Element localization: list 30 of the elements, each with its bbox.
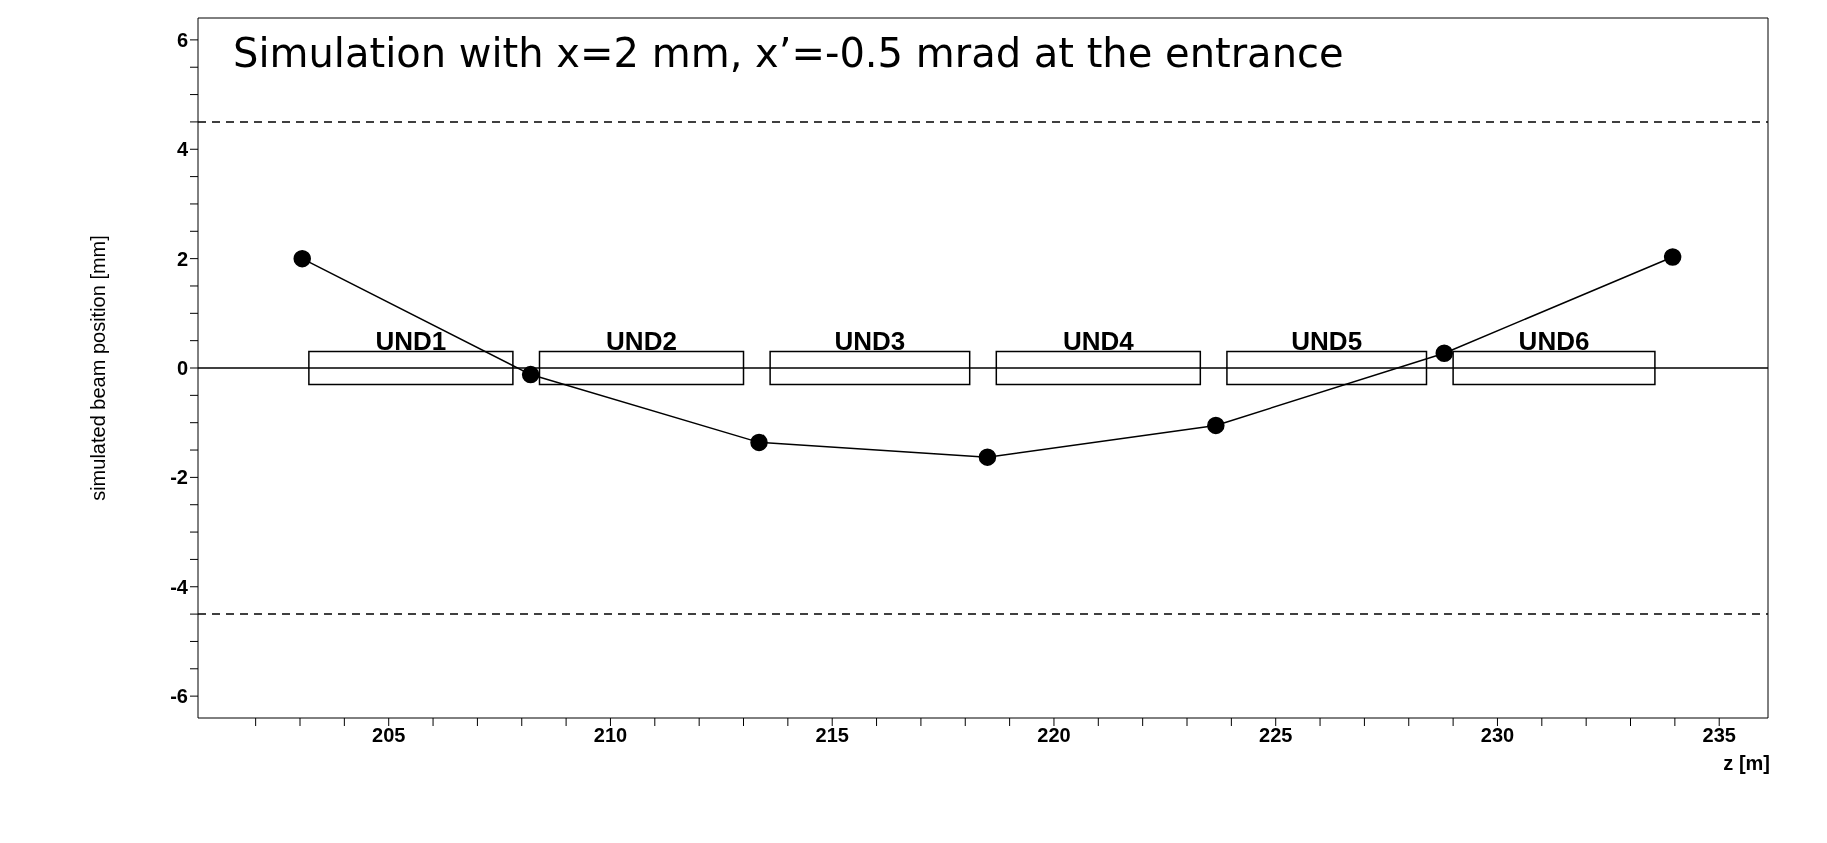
y-tick-label: -6 [170,685,188,708]
band-label: UND4 [1062,325,1135,356]
x-tick-label: 220 [1037,724,1071,747]
x-tick-label: 230 [1480,724,1515,747]
band-label: UND5 [1291,325,1363,356]
point [750,433,768,452]
x-tick-label: 225 [1259,724,1293,747]
chart-title: Simulation with x=2 mm, x’=-0.5 mrad at the entrance [233,30,1344,76]
y-axis-title: simulated beam position [mm] [87,235,110,501]
point [1435,344,1453,362]
y-tick-label: 0 [176,357,188,380]
x-tick-label: 205 [372,724,406,747]
band-label: UND1 [375,325,447,356]
x-axis-title: z [m] [1723,752,1770,774]
y-tick-label: -2 [170,466,188,489]
x-tick-label: 215 [815,724,849,747]
x-tick-label: 210 [593,724,628,747]
band-label: UND6 [1518,325,1590,356]
y-tick-label: 4 [176,138,189,161]
y-tick-label: 2 [176,247,188,270]
y-tick-label: -4 [170,575,189,598]
point [521,365,540,384]
band-label: UND2 [606,325,677,356]
x-tick-label: 235 [1702,724,1736,747]
band-label: UND3 [834,325,906,356]
point [978,448,997,466]
y-tick-label: 6 [176,28,188,51]
point [293,249,311,268]
point [1663,248,1682,266]
point [1207,416,1225,435]
